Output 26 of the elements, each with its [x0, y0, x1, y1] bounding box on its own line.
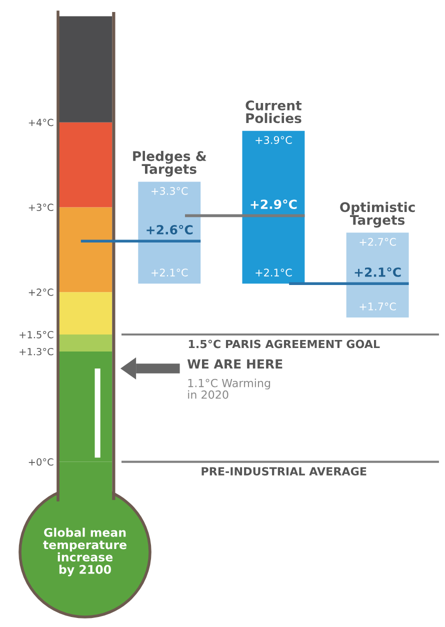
annotation: +1.7°C — [360, 302, 396, 310]
ref-line-label: 1.5°C PARIS AGREEMENT GOAL — [188, 340, 380, 348]
ref-line-label: +2.6°C — [146, 224, 193, 234]
ref-line-label: +2.1°C — [354, 267, 401, 277]
x-tick-label: Current Policies — [246, 100, 302, 124]
annotation: +2.1°C — [152, 268, 188, 276]
annotation: 1.1°C Warming in 2020 — [188, 378, 270, 399]
y-axis-title: Global mean temperature increase by 2100 — [43, 528, 126, 576]
y-tick-label: +2°C — [28, 288, 54, 296]
annotation: +3.9°C — [256, 136, 292, 144]
y-tick-label: +1.3°C — [20, 348, 54, 356]
x-tick-label: Optimistic Targets — [340, 202, 415, 228]
y-tick-label: +3°C — [28, 204, 54, 212]
ref-line-label: WE ARE HERE — [187, 359, 282, 369]
annotation: +2.7°C — [360, 238, 396, 246]
annotation: +2.1°C — [256, 268, 292, 276]
y-tick-label: +4°C — [28, 118, 54, 126]
ref-line-label: PRE-INDUSTRIAL AVERAGE — [202, 467, 366, 476]
ref-line-label: +2.9°C — [250, 199, 297, 210]
y-tick-label: +0°C — [28, 458, 54, 466]
annotation: +3.3°C — [152, 187, 188, 195]
bar — [346, 232, 409, 318]
y-tick-label: +1.5°C — [20, 330, 54, 338]
bar — [242, 130, 305, 284]
bar — [138, 182, 201, 284]
x-tick-label: Pledges & Targets — [133, 150, 206, 177]
